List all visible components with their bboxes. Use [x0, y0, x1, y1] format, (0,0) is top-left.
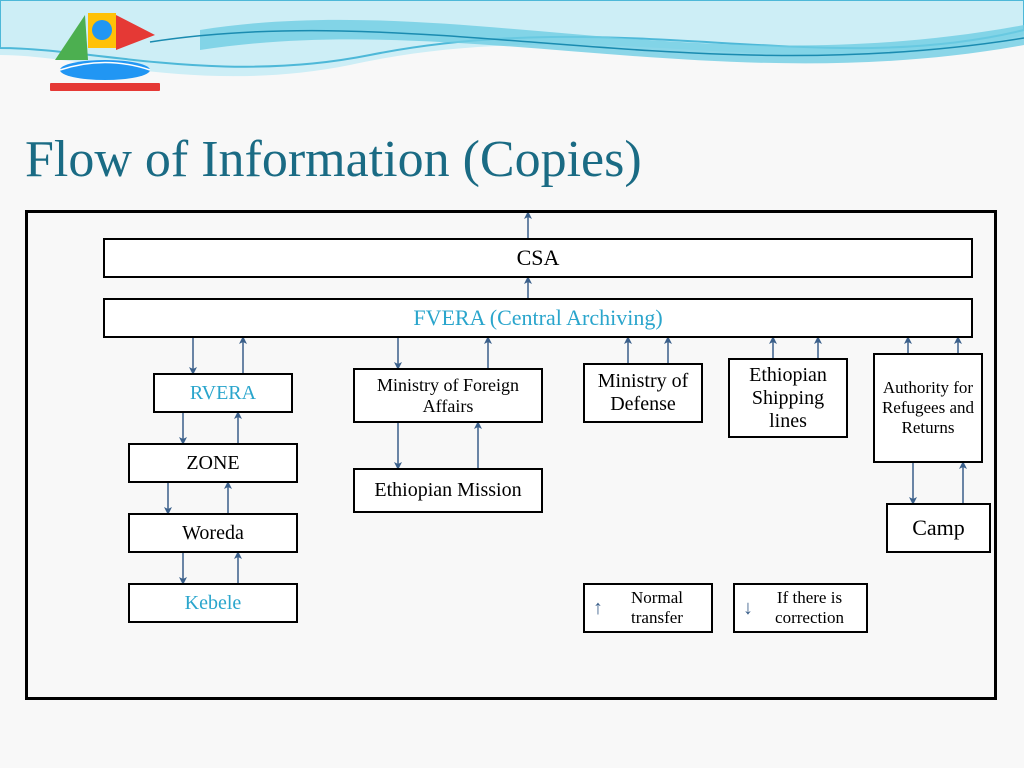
- legend-label: Normal transfer: [609, 588, 705, 628]
- node-mod: Ministry of Defense: [583, 363, 703, 423]
- slide-title: Flow of Information (Copies): [25, 130, 642, 189]
- down-arrow-icon: ↓: [743, 597, 753, 620]
- node-mission: Ethiopian Mission: [353, 468, 543, 513]
- legend-label: If there is correction: [759, 588, 860, 628]
- up-arrow-icon: ↑: [593, 597, 603, 620]
- node-fvera: FVERA (Central Archiving): [103, 298, 973, 338]
- node-kebele: Kebele: [128, 583, 298, 623]
- node-zone: ZONE: [128, 443, 298, 483]
- node-camp: Camp: [886, 503, 991, 553]
- legend-correct: ↓ If there is correction: [733, 583, 868, 633]
- diagram-container: CSA FVERA (Central Archiving) RVERA ZONE Wor…: [25, 210, 997, 700]
- node-esl: Ethiopian Shipping lines: [728, 358, 848, 438]
- agency-logo: [40, 5, 170, 95]
- legend-normal: ↑ Normal transfer: [583, 583, 713, 633]
- node-arr: Authority for Refugees and Returns: [873, 353, 983, 463]
- node-mofa: Ministry of Foreign Affairs: [353, 368, 543, 423]
- node-rvera: RVERA: [153, 373, 293, 413]
- node-csa: CSA: [103, 238, 973, 278]
- node-woreda: Woreda: [128, 513, 298, 553]
